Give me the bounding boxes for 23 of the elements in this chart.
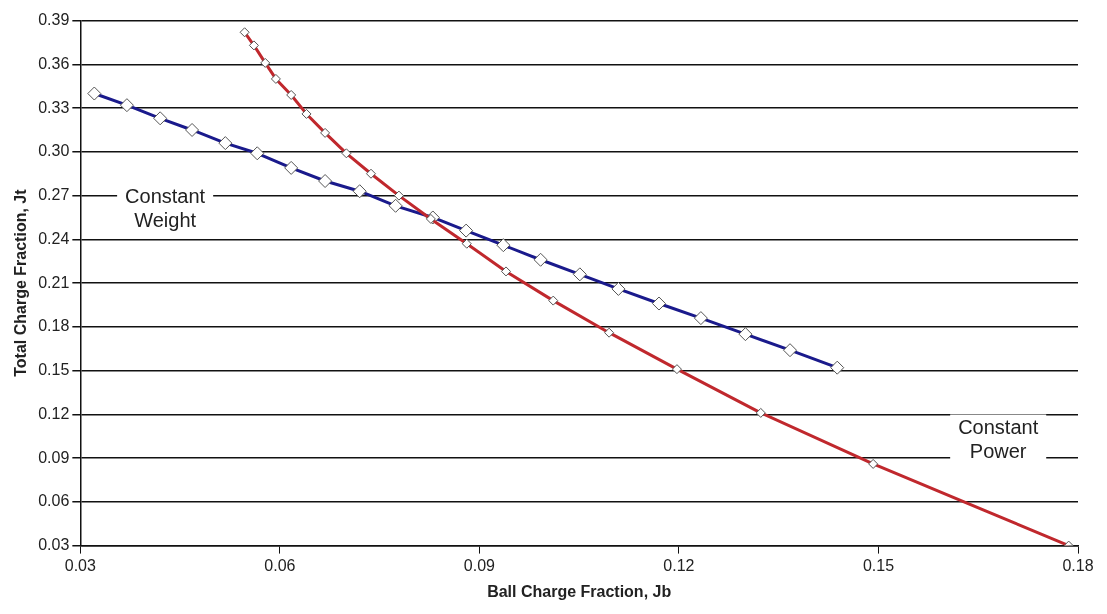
x-tick-label: 0.15: [862, 556, 895, 574]
y-tick-label: 0.24: [38, 229, 70, 247]
y-axis-title: Total Charge Fraction, Jt: [12, 188, 30, 377]
x-tick-label: 0.18: [1062, 556, 1094, 574]
x-tick-label: 0.03: [64, 556, 97, 574]
y-tick-label: 0.09: [38, 448, 70, 466]
y-tick-label: 0.27: [38, 186, 70, 204]
x-tick-label: 0.09: [463, 556, 496, 574]
y-tick-label: 0.03: [38, 536, 70, 554]
y-tick-label: 0.33: [38, 98, 70, 116]
annotation: Constant Power: [958, 416, 1039, 463]
y-tick-label: 0.06: [38, 492, 70, 510]
y-tick-label: 0.15: [38, 361, 70, 379]
y-tick-label: 0.36: [38, 54, 70, 72]
y-tick-label: 0.30: [38, 142, 70, 160]
y-tick-label: 0.21: [38, 273, 70, 291]
y-tick-label: 0.39: [38, 11, 70, 29]
annotation: Constant Weight: [125, 185, 206, 232]
x-axis-title: Ball Charge Fraction, Jb: [487, 582, 672, 600]
y-tick-label: 0.12: [38, 404, 70, 422]
y-tick-label: 0.18: [38, 317, 70, 335]
x-tick-label: 0.12: [663, 556, 695, 574]
x-tick-label: 0.06: [264, 556, 296, 574]
